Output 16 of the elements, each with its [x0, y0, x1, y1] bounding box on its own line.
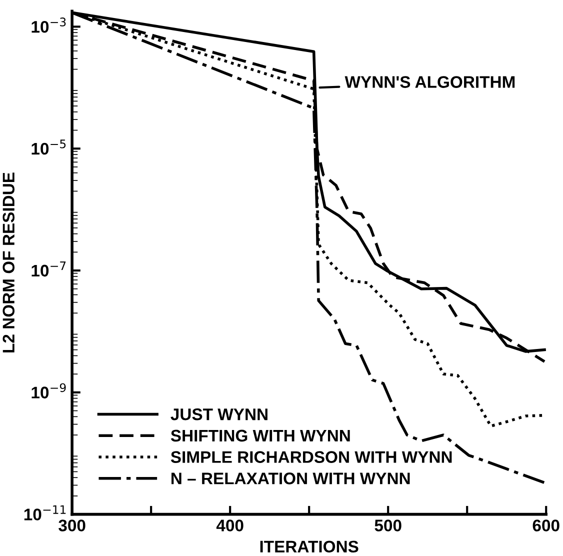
x-tick-label: 300: [58, 520, 86, 532]
x-axis-title: ITERATIONS: [260, 540, 358, 552]
x-tick-label: 600: [532, 520, 560, 532]
legend-label: SIMPLE RICHARDSON WITH WYNN: [170, 451, 452, 463]
y-tick-label: 10$^{−11}$: [24, 505, 66, 520]
legend-label: JUST WYNN: [170, 408, 268, 420]
y-tick-label: 10$^{−5}$: [32, 140, 66, 155]
y-tick-label: 10$^{−9}$: [32, 383, 66, 398]
x-tick-label: 500: [374, 520, 402, 532]
y-tick-label: 10$^{−3}$: [32, 18, 66, 33]
y-axis-title: L2 NORM OF RESIDUE: [2, 172, 15, 352]
annotation: WYNN'S ALGORITHM: [344, 76, 515, 88]
x-tick-label: 400: [216, 520, 244, 532]
legend-label: SHIFTING WITH WYNN: [170, 430, 350, 442]
legend-label: N – RELAXATION WITH WYNN: [172, 472, 410, 484]
y-tick-label: 10$^{−7}$: [32, 262, 66, 277]
